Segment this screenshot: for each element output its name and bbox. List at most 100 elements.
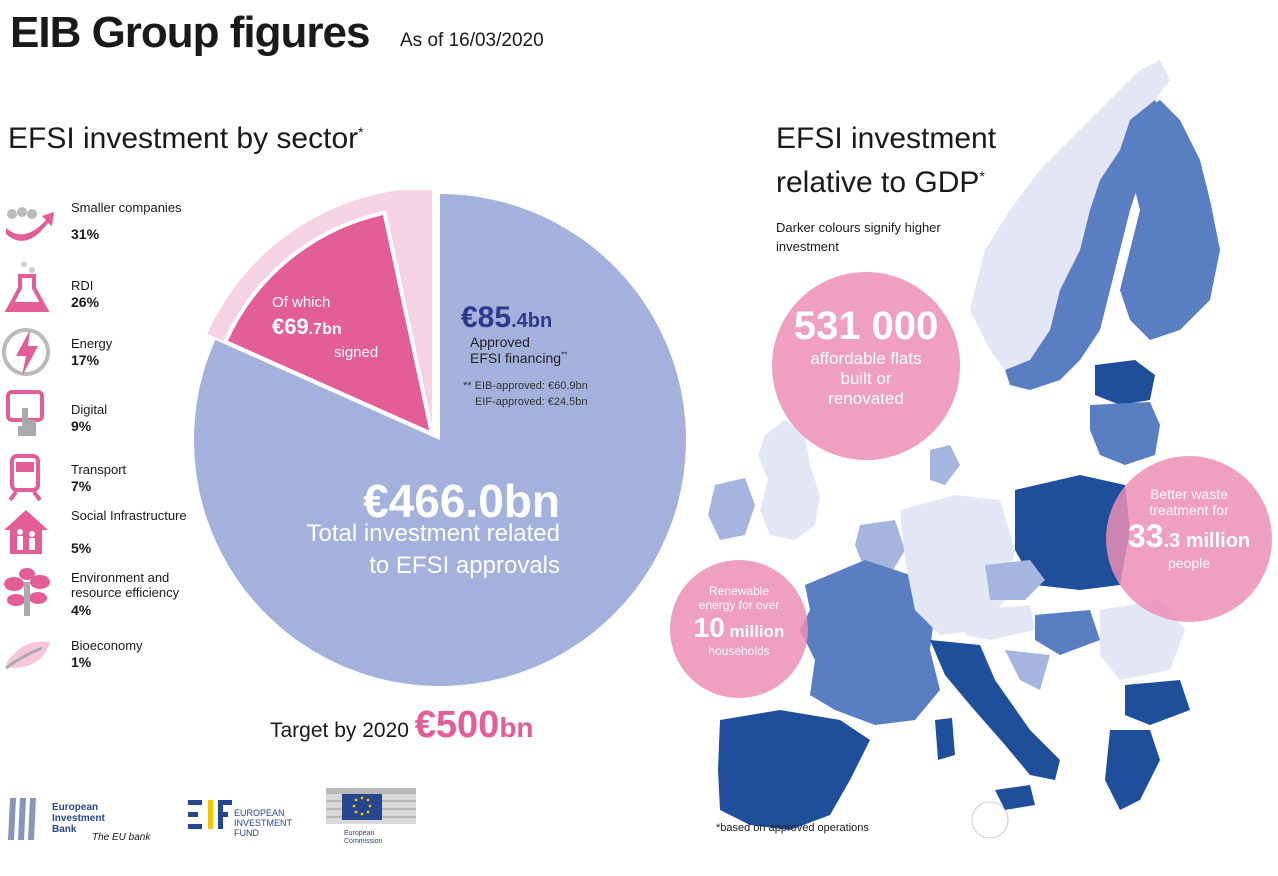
as-of-date: As of 16/03/2020 <box>400 30 544 51</box>
flats-value: 531 000 <box>793 304 939 348</box>
waste-text-2: treatment for <box>1149 502 1229 518</box>
sector-item-rdi: RDI 26% <box>0 262 230 322</box>
sector-label: Smaller companies <box>71 200 182 215</box>
approved-value-small: .4bn <box>511 310 553 332</box>
sector-value: 17% <box>71 352 100 368</box>
sector-label: Energy <box>71 336 113 351</box>
sector-item-smaller-companies: Smaller companies 31% <box>0 198 230 258</box>
ec-building-icon <box>326 788 416 824</box>
approved-mark: ** <box>561 350 568 360</box>
eif-logo-text: EUROPEAN INVESTMENT FUND <box>234 808 292 838</box>
sector-item-transport: Transport 7% <box>0 452 230 512</box>
approved-text-2-main: EFSI financing <box>470 350 562 366</box>
map-region-italy <box>930 640 1060 780</box>
energy-text-3: households <box>708 644 770 658</box>
eif-approved: EIF-approved: €24.5bn <box>475 396 588 408</box>
sector-panel-title: EFSI investment by sector* <box>8 122 364 156</box>
sector-value: 9% <box>71 418 92 434</box>
eif-line2: INVESTMENT <box>234 818 293 828</box>
signed-of-which: Of which <box>272 294 331 311</box>
waste-value-small: .3 million <box>1163 530 1251 552</box>
sector-title-mark: * <box>358 124 364 140</box>
map-region-baltics <box>1095 360 1155 405</box>
gdp-panel-note: Darker colours signify higher investment <box>776 220 941 254</box>
eib-approved: ** EIB-approved: €60.9bn <box>463 380 588 392</box>
touchscreen-icon <box>6 390 44 436</box>
sector-value: 31% <box>71 226 100 242</box>
energy-text-1: Renewable <box>708 584 770 598</box>
eib-line1: European <box>52 802 99 813</box>
map-region-czech <box>985 560 1045 600</box>
gdp-footnote: *based on approved operations <box>716 822 869 834</box>
map-region-sardinia <box>935 718 955 760</box>
map-region-denmark <box>930 445 960 485</box>
europe-map <box>708 60 1220 839</box>
approved-value: €85.4bn <box>461 301 552 335</box>
map-region-germany <box>900 495 1015 635</box>
growth-arrow-icon <box>6 207 54 241</box>
eif-line3: FUND <box>234 828 259 838</box>
train-icon <box>8 454 42 502</box>
map-region-romania <box>1100 600 1185 680</box>
flats-text-3: renovated <box>828 389 904 408</box>
map-region-poland <box>1015 475 1130 590</box>
eib-logo-text: European Investment Bank <box>52 802 105 835</box>
sector-title-text: EFSI investment by sector <box>8 122 359 155</box>
eib-line3: Bank <box>52 824 77 835</box>
target-line: Target by 2020 €500bn <box>270 704 534 747</box>
sector-item-environment: Environment and resource efficiency 4% <box>0 566 230 626</box>
energy-text-2: energy for over <box>698 598 780 612</box>
eib-logo-mark-icon <box>8 798 36 840</box>
target-value-big: €500 <box>414 704 500 746</box>
map-region-malta-inset <box>971 801 1009 839</box>
eif-logo: EUROPEAN INVESTMENT FUND <box>188 800 298 850</box>
map-region-sicily <box>995 785 1035 810</box>
leaf-icon <box>5 641 50 670</box>
sector-item-social-infrastructure: Social Infrastructure 5% <box>0 506 230 566</box>
map-region-croatia <box>1005 650 1050 690</box>
eib-tagline: The EU bank <box>92 832 151 843</box>
sector-label: Environment and resource efficiency <box>71 570 180 600</box>
map-region-sweden <box>1005 100 1165 390</box>
waste-value-big: 33 <box>1127 518 1164 554</box>
total-value: €466.0bn <box>363 475 560 527</box>
ec-line1: European <box>344 830 375 837</box>
sector-value: 26% <box>71 294 100 310</box>
gdp-panel-title-2: relative to GDP* <box>776 166 985 200</box>
map-region-france <box>800 560 940 725</box>
sector-value: 1% <box>71 654 92 670</box>
flats-bubble: 531 000 affordable flats built or renova… <box>772 272 960 460</box>
eif-logo-mark-icon <box>188 800 232 829</box>
map-region-uk <box>758 420 820 540</box>
sector-item-bioeconomy: Bioeconomy 1% <box>0 634 230 694</box>
total-text-2: to EFSI approvals <box>369 552 560 579</box>
pie-slice-signed <box>222 210 435 438</box>
sector-label: Social Infrastructure <box>71 508 187 523</box>
ec-logo-text: European Commission <box>344 830 383 846</box>
energy-value-small: million <box>724 622 785 641</box>
map-region-ireland <box>708 478 755 540</box>
approved-text-1: Approved <box>470 334 530 350</box>
target-value-small: bn <box>499 712 534 743</box>
investment-pie-chart <box>193 190 687 686</box>
sector-value: 5% <box>71 540 92 556</box>
map-region-finland <box>1120 100 1220 340</box>
ec-line2: Commission <box>344 838 383 845</box>
approved-text-2: EFSI financing** <box>470 350 567 366</box>
sector-label: Bioeconomy <box>71 638 143 653</box>
map-region-latvia-lithuania <box>1090 402 1160 465</box>
ec-logo: European Commission <box>326 784 416 848</box>
waste-bubble: Better waste treatment for 33.3 million … <box>1106 456 1272 622</box>
energy-value-big: 10 <box>693 612 725 643</box>
house-family-icon <box>4 510 48 554</box>
page-title: EIB Group figures <box>10 8 370 57</box>
map-region-norway <box>970 60 1170 370</box>
signed-text: signed <box>334 344 379 361</box>
flats-text-1: affordable flats <box>810 349 922 368</box>
energy-value: 10 million <box>670 612 808 644</box>
approved-value-big: €85 <box>461 301 512 334</box>
tree-icon <box>4 568 50 616</box>
gdp-title-mark: * <box>979 168 985 184</box>
eib-line2: Investment <box>52 813 105 824</box>
gdp-title-2-text: relative to GDP <box>776 166 980 199</box>
